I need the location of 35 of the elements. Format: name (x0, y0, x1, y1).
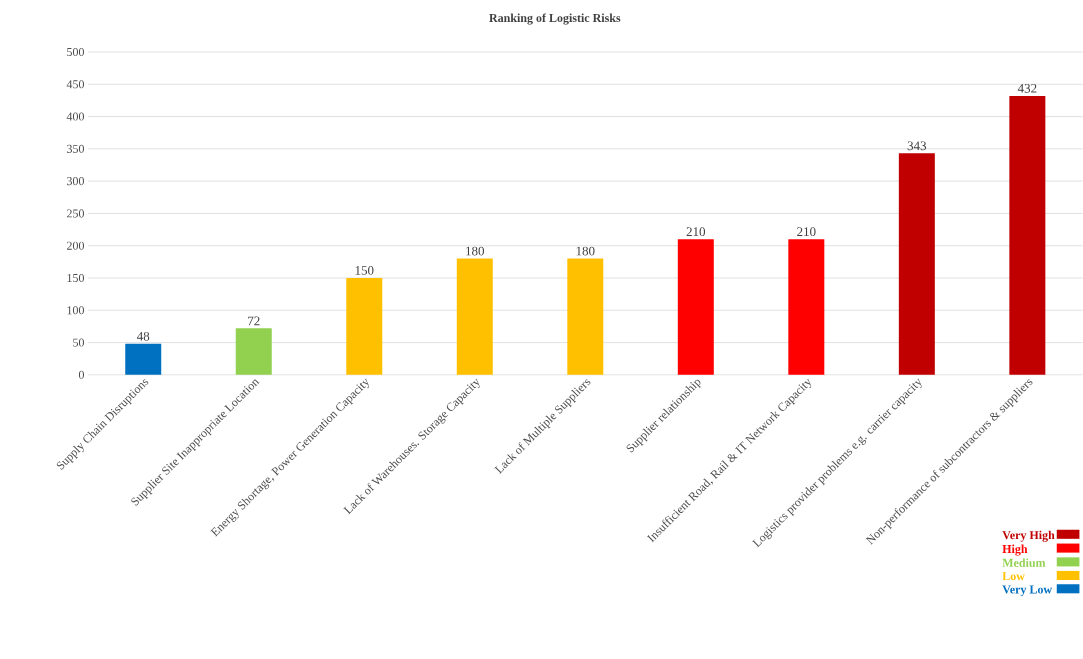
bar (125, 343, 162, 375)
bar (235, 328, 272, 375)
y-tick-label: 250 (67, 209, 85, 218)
y-tick-label: 450 (66, 80, 85, 89)
bar (1009, 96, 1046, 375)
bar (677, 239, 714, 375)
data-label: 180 (576, 246, 595, 256)
y-tick-label: 100 (67, 306, 85, 315)
data-label: 432 (1017, 84, 1037, 93)
y-tick-label: 200 (67, 241, 85, 250)
bar (456, 258, 493, 375)
legend-label: Very High (1002, 530, 1055, 542)
chart-title: Ranking of Logistic Risks (489, 13, 621, 25)
data-label: 180 (466, 246, 485, 256)
y-tick-label: 0 (78, 370, 85, 380)
bar (898, 153, 935, 375)
y-tick-label: 350 (67, 144, 85, 154)
data-label: 343 (907, 141, 927, 151)
bar (567, 258, 604, 375)
y-tick-label: 50 (73, 338, 85, 347)
y-tick-label: 400 (66, 112, 85, 121)
text: High (1002, 544, 1028, 556)
data-label: 150 (355, 266, 374, 275)
data-label: 48 (136, 332, 150, 341)
data-label: 210 (797, 227, 816, 237)
data-label: 210 (686, 227, 706, 237)
legend-label: Medium (1002, 558, 1046, 567)
bar (788, 239, 825, 375)
y-tick-label: 500 (67, 48, 85, 57)
text: Low (1002, 572, 1025, 581)
y-tick-label: 150 (67, 274, 85, 283)
data-label: 72 (248, 316, 260, 326)
bar (346, 278, 383, 375)
legend-label: Very Low (1002, 585, 1053, 597)
y-tick-label: 300 (67, 177, 85, 186)
